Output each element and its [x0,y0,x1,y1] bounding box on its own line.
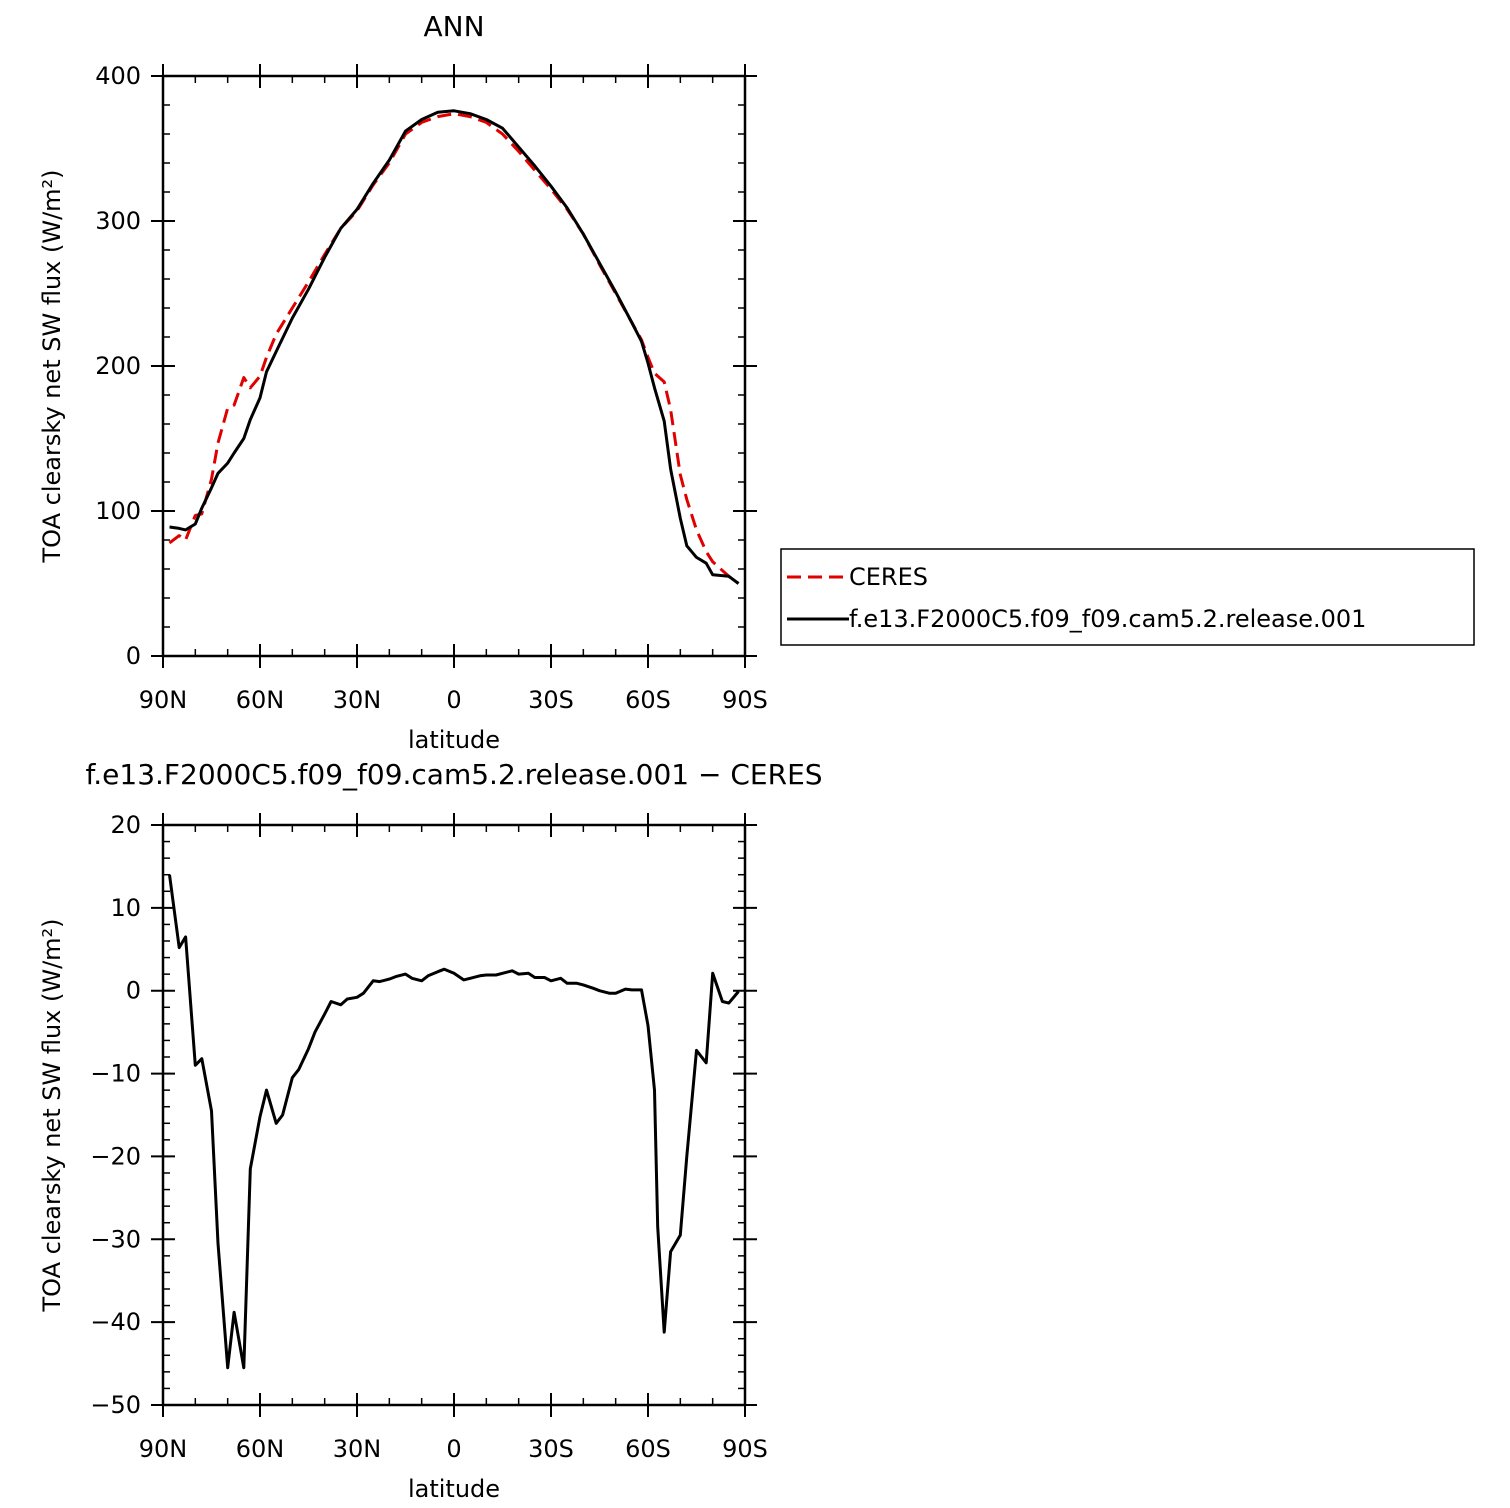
y-tick-label: 10 [110,894,141,922]
x-tick-label: 90N [139,1435,188,1463]
x-tick-label: 0 [446,1435,461,1463]
x-tick-label: 90N [139,686,188,714]
x-tick-label: 30N [333,1435,382,1463]
x-tick-label: 30S [528,1435,574,1463]
x-tick-label: 60N [236,686,285,714]
x-tick-label: 90S [722,1435,768,1463]
y-tick-label: −10 [90,1060,141,1088]
x-axis-label: latitude [408,726,500,754]
y-tick-label: −40 [90,1308,141,1336]
legend-box [780,548,1475,646]
x-tick-label: 30N [333,686,382,714]
y-tick-label: 300 [95,207,141,235]
x-tick-label: 30S [528,686,574,714]
x-tick-label: 0 [446,686,461,714]
top-panel-mean-flux: ANN 0 100 200 300 400 90N 60N 30N 0 30S 60S 90S latit… [38,10,768,754]
y-tick-label: 0 [126,977,141,1005]
y-tick-label: −30 [90,1225,141,1253]
x-axis-label: latitude [408,1475,500,1503]
series-line-0 [168,874,740,1370]
x-tick-label: 90S [722,686,768,714]
x-tick-label: 60S [625,686,671,714]
bottom-panel-difference: f.e13.F2000C5.f09_f09.cam5.2.release.001… [38,758,823,1503]
x-tick-label: 60S [625,1435,671,1463]
series-line-1 [169,109,740,585]
plot-frame [161,823,747,1407]
y-tick-label: 20 [110,811,141,839]
y-axis-label: TOA clearsky net SW flux (W/m²) [38,918,66,1312]
x-tick-label: 60N [236,1435,285,1463]
plot-frame [161,74,747,658]
y-axis-label: TOA clearsky net SW flux (W/m²) [38,169,66,563]
legend-entry-0: CERES [849,563,928,591]
y-tick-label: 100 [95,497,141,525]
y-tick-label: −20 [90,1142,141,1170]
chart-title: f.e13.F2000C5.f09_f09.cam5.2.release.001… [85,758,822,791]
legend-entry-1: f.e13.F2000C5.f09_f09.cam5.2.release.001 [849,605,1366,633]
y-tick-label: 400 [95,62,141,90]
y-tick-label: 0 [126,642,141,670]
chart-title: ANN [423,10,484,43]
series-line-0 [168,112,740,585]
y-tick-label: 200 [95,352,141,380]
legend: CERES f.e13.F2000C5.f09_f09.cam5.2.releas… [780,548,1475,646]
y-tick-label: −50 [90,1391,141,1419]
